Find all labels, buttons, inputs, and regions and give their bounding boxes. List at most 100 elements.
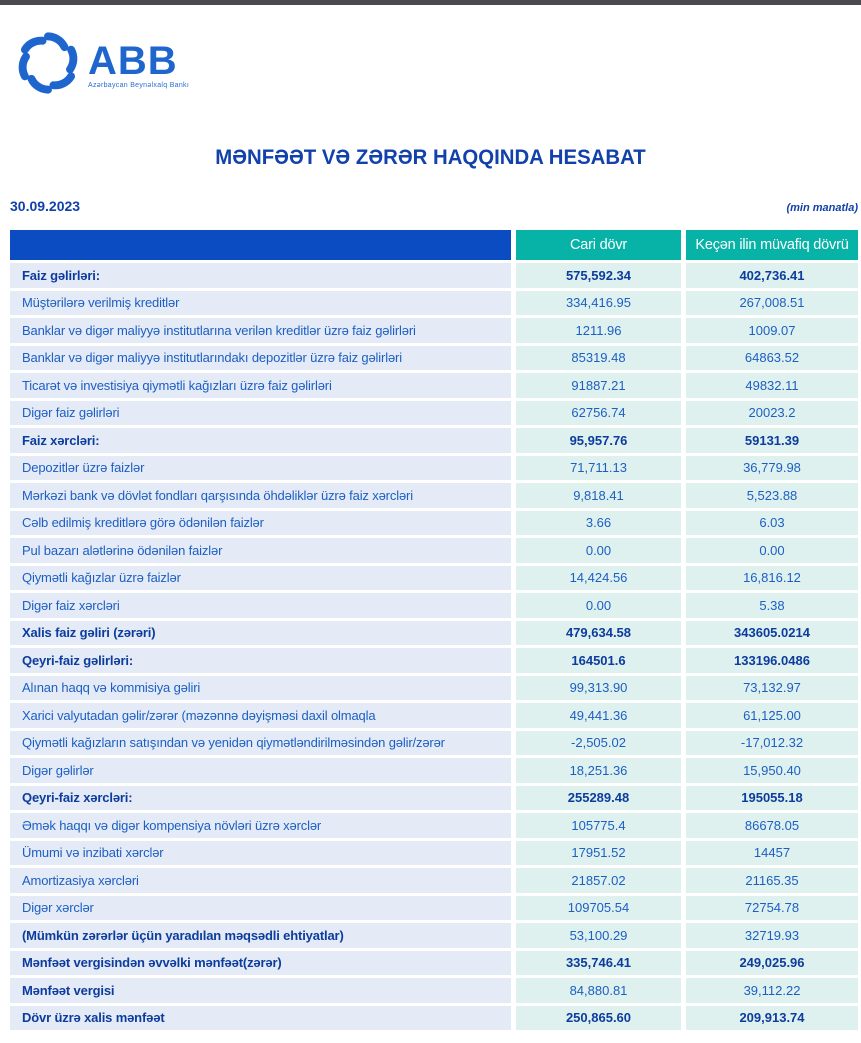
table-row: Mənfəət vergisi 84,880.81 39,112.22	[10, 978, 858, 1003]
row-label: Mənfəət vergisi	[10, 978, 511, 1003]
row-label: Əmək haqqı və digər kompensiya növləri ü…	[10, 813, 511, 838]
row-label: Digər faiz xərcləri	[10, 593, 511, 618]
table-row: Digər gəlirlər 18,251.36 15,950.40	[10, 758, 858, 783]
brand-block: ABB Azərbaycan Beynəlxalq Bankı	[88, 39, 190, 89]
row-label: (Mümkün zərərlər üçün yaradılan məqsədli…	[10, 923, 511, 948]
row-previous-value: 86678.05	[686, 813, 858, 838]
row-previous-value: 59131.39	[686, 428, 858, 453]
report-date: 30.09.2023	[10, 198, 81, 214]
table-header-row: Cari dövr Keçən ilin müvafiq dövrü	[10, 230, 858, 260]
row-previous-value: 32719.93	[686, 923, 858, 948]
row-label: Müştərilərə verilmiş kreditlər	[10, 290, 511, 315]
row-current-value: 71,711.13	[516, 455, 681, 480]
row-previous-value: 5.38	[686, 593, 858, 618]
table-row: Xarici valyutadan gəlir/zərər (məzənnə d…	[10, 703, 858, 728]
row-previous-value: 402,736.41	[686, 263, 858, 288]
row-label: Mərkəzi bank və dövlət fondları qarşısın…	[10, 483, 511, 508]
row-label: Banklar və digər maliyyə institutlarına …	[10, 318, 511, 343]
table-row: (Mümkün zərərlər üçün yaradılan məqsədli…	[10, 923, 858, 948]
row-previous-value: 36,779.98	[686, 455, 858, 480]
row-previous-value: 6.03	[686, 510, 858, 535]
row-label: Qiymətli kağızların satışından və yenidə…	[10, 730, 511, 755]
row-previous-value: 15,950.40	[686, 758, 858, 783]
table-row: Əmək haqqı və digər kompensiya növləri ü…	[10, 813, 858, 838]
row-current-value: 164501.6	[516, 648, 681, 673]
row-current-value: 99,313.90	[516, 675, 681, 700]
table-row: Amortizasiya xərcləri 21857.02 21165.35	[10, 868, 858, 893]
table-row: Alınan haqq və kommisiya gəliri 99,313.90…	[10, 675, 858, 700]
row-label: Mənfəət vergisindən əvvəlki mənfəət(zərə…	[10, 950, 511, 975]
row-current-value: 0.00	[516, 593, 681, 618]
row-previous-value: 20023.2	[686, 400, 858, 425]
row-label: Pul bazarı alətlərinə ödənilən faizlər	[10, 538, 511, 563]
row-current-value: 18,251.36	[516, 758, 681, 783]
brand-text: ABB	[88, 39, 178, 83]
row-label: Alınan haqq və kommisiya gəliri	[10, 675, 511, 700]
table-row: Banklar və digər maliyyə institutlarında…	[10, 345, 858, 370]
table-row: Qiymətli kağızların satışından və yenidə…	[10, 730, 858, 755]
row-current-value: 17951.52	[516, 840, 681, 865]
row-label: Amortizasiya xərcləri	[10, 868, 511, 893]
row-current-value: 85319.48	[516, 345, 681, 370]
row-previous-value: 1009.07	[686, 318, 858, 343]
row-current-value: 479,634.58	[516, 620, 681, 645]
table-row: Ticarət və investisiya qiymətli kağızlar…	[10, 373, 858, 398]
row-current-value: 53,100.29	[516, 923, 681, 948]
row-label: Dövr üzrə xalis mənfəət	[10, 1005, 511, 1030]
table-row: Faiz gəlirləri: 575,592.34 402,736.41	[10, 263, 858, 288]
abb-swirl-icon	[18, 32, 78, 94]
meta-row: 30.09.2023 (min manatla)	[10, 198, 858, 214]
row-label: Qeyri-faiz gəlirləri:	[10, 648, 511, 673]
row-previous-value: 14457	[686, 840, 858, 865]
row-label: Depozitlər üzrə faizlər	[10, 455, 511, 480]
row-previous-value: 49832.11	[686, 373, 858, 398]
row-current-value: 334,416.95	[516, 290, 681, 315]
row-label: Digər xərclər	[10, 895, 511, 920]
row-label: Cəlb edilmiş kreditlərə görə ödənilən fa…	[10, 510, 511, 535]
table-row: Ümumi və inzibati xərclər 17951.52 14457	[10, 840, 858, 865]
table-row: Xalis faiz gəliri (zərəri) 479,634.58 3436…	[10, 620, 858, 645]
table-row: Depozitlər üzrə faizlər 71,711.13 36,779.9…	[10, 455, 858, 480]
header-corner-cell	[10, 230, 511, 260]
row-current-value: 21857.02	[516, 868, 681, 893]
row-previous-value: 343605.0214	[686, 620, 858, 645]
row-label: Digər faiz gəlirləri	[10, 400, 511, 425]
table-row: Qeyri-faiz xərcləri: 255289.48 195055.18	[10, 785, 858, 810]
table-row: Mənfəət vergisindən əvvəlki mənfəət(zərə…	[10, 950, 858, 975]
row-previous-value: 72754.78	[686, 895, 858, 920]
brand-subtitle: Azərbaycan Beynəlxalq Bankı	[88, 82, 190, 89]
header-current-period: Cari dövr	[516, 230, 681, 260]
table-row: Dövr üzrə xalis mənfəət 250,865.60 209,913…	[10, 1005, 858, 1030]
row-current-value: 250,865.60	[516, 1005, 681, 1030]
row-previous-value: -17,012.32	[686, 730, 858, 755]
row-label: Qiymətli kağızlar üzrə faizlər	[10, 565, 511, 590]
row-previous-value: 0.00	[686, 538, 858, 563]
table-row: Digər faiz xərcləri 0.00 5.38	[10, 593, 858, 618]
table-row: Qiymətli kağızlar üzrə faizlər 14,424.56 1…	[10, 565, 858, 590]
row-label: Xarici valyutadan gəlir/zərər (məzənnə d…	[10, 703, 511, 728]
row-previous-value: 267,008.51	[686, 290, 858, 315]
row-current-value: 84,880.81	[516, 978, 681, 1003]
table-body: Faiz gəlirləri: 575,592.34 402,736.41 Müştə…	[10, 263, 858, 1030]
row-current-value: 95,957.76	[516, 428, 681, 453]
row-current-value: 0.00	[516, 538, 681, 563]
page-title: MƏNFƏƏT VƏ ZƏRƏR HAQQINDA HESABAT	[215, 146, 646, 169]
table-row: Banklar və digər maliyyə institutlarına …	[10, 318, 858, 343]
table-row: Faiz xərcləri: 95,957.76 59131.39	[10, 428, 858, 453]
row-current-value: 62756.74	[516, 400, 681, 425]
row-label: Ümumi və inzibati xərclər	[10, 840, 511, 865]
row-label: Xalis faiz gəliri (zərəri)	[10, 620, 511, 645]
abb-logo: ABB Azərbaycan Beynəlxalq Bankı	[12, 27, 189, 99]
table-row: Pul bazarı alətlərinə ödənilən faizlər 0.…	[10, 538, 858, 563]
table-row: Cəlb edilmiş kreditlərə görə ödənilən fa…	[10, 510, 858, 535]
row-label: Digər gəlirlər	[10, 758, 511, 783]
pnl-table: Cari dövr Keçən ilin müvafiq dövrü Faiz …	[10, 230, 858, 1033]
row-current-value: 91887.21	[516, 373, 681, 398]
row-previous-value: 5,523.88	[686, 483, 858, 508]
row-label: Ticarət və investisiya qiymətli kağızlar…	[10, 373, 511, 398]
row-current-value: 109705.54	[516, 895, 681, 920]
row-label: Banklar və digər maliyyə institutlarında…	[10, 345, 511, 370]
row-current-value: 3.66	[516, 510, 681, 535]
table-row: Digər xərclər 109705.54 72754.78	[10, 895, 858, 920]
